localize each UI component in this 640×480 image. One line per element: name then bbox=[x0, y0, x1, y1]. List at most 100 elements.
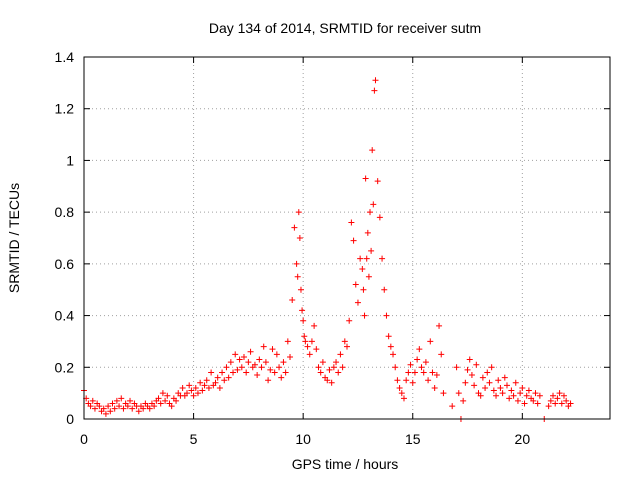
data-point bbox=[394, 377, 401, 384]
x-tick-label: 5 bbox=[190, 431, 198, 447]
data-point bbox=[282, 369, 289, 376]
data-point bbox=[359, 266, 366, 273]
data-point bbox=[127, 397, 134, 404]
data-point bbox=[488, 364, 495, 371]
data-point bbox=[464, 366, 471, 373]
data-point bbox=[96, 403, 103, 410]
data-point bbox=[530, 397, 537, 404]
data-point bbox=[523, 392, 530, 399]
data-point bbox=[109, 400, 116, 407]
data-point bbox=[352, 281, 359, 288]
data-point bbox=[184, 390, 191, 397]
data-point bbox=[227, 359, 234, 366]
data-point bbox=[501, 374, 508, 381]
data-point bbox=[479, 374, 486, 381]
data-point bbox=[510, 392, 517, 399]
data-point bbox=[299, 307, 306, 314]
data-point bbox=[360, 286, 367, 293]
data-point bbox=[517, 390, 524, 397]
x-tick-label: 0 bbox=[80, 431, 88, 447]
data-point bbox=[482, 384, 489, 391]
data-point bbox=[296, 235, 303, 241]
data-point bbox=[315, 364, 322, 371]
data-point bbox=[269, 346, 276, 353]
data-point bbox=[486, 379, 493, 386]
data-point bbox=[414, 356, 421, 363]
data-point bbox=[232, 351, 239, 358]
data-point bbox=[433, 372, 440, 379]
data-point bbox=[302, 338, 309, 345]
data-point bbox=[300, 317, 307, 324]
data-point bbox=[364, 229, 371, 236]
data-point bbox=[273, 351, 280, 358]
data-point bbox=[508, 387, 515, 394]
data-point bbox=[512, 379, 519, 386]
data-point bbox=[425, 377, 432, 384]
data-point bbox=[164, 392, 171, 399]
data-point bbox=[157, 400, 164, 407]
data-point bbox=[370, 201, 377, 208]
data-point bbox=[521, 400, 528, 407]
data-point bbox=[234, 366, 241, 373]
data-point bbox=[324, 377, 331, 384]
data-point bbox=[339, 364, 346, 371]
data-point bbox=[230, 369, 237, 376]
data-point bbox=[460, 397, 467, 404]
data-point bbox=[107, 408, 114, 415]
data-point bbox=[493, 392, 500, 399]
data-point bbox=[519, 384, 526, 391]
data-point bbox=[116, 403, 123, 410]
data-point bbox=[212, 379, 219, 386]
y-tick-label: 1.4 bbox=[55, 49, 75, 65]
data-point bbox=[371, 87, 378, 94]
data-point bbox=[319, 359, 326, 366]
data-point bbox=[409, 379, 416, 386]
data-point bbox=[337, 351, 344, 358]
data-point bbox=[280, 359, 287, 366]
data-point bbox=[91, 405, 98, 412]
data-point bbox=[495, 377, 502, 384]
data-point bbox=[105, 403, 112, 410]
data-point bbox=[168, 403, 175, 410]
data-point bbox=[173, 397, 180, 404]
data-point bbox=[208, 369, 215, 376]
data-point bbox=[400, 395, 407, 402]
x-tick-label: 10 bbox=[295, 431, 311, 447]
data-point bbox=[129, 405, 136, 412]
data-point bbox=[89, 397, 96, 404]
data-point bbox=[294, 273, 301, 280]
data-point bbox=[341, 338, 348, 345]
y-tick-label: 1.2 bbox=[55, 101, 75, 117]
data-point bbox=[245, 359, 252, 366]
data-point bbox=[503, 382, 510, 389]
data-point bbox=[225, 374, 232, 381]
data-point bbox=[361, 312, 368, 319]
data-point bbox=[256, 356, 263, 363]
data-point bbox=[398, 390, 405, 397]
data-point bbox=[223, 364, 230, 371]
data-point bbox=[449, 403, 456, 410]
data-point bbox=[532, 390, 539, 397]
data-point bbox=[385, 333, 392, 340]
data-point bbox=[291, 224, 298, 231]
data-point bbox=[326, 366, 333, 373]
data-point bbox=[468, 372, 475, 379]
data-point bbox=[363, 255, 370, 262]
data-point bbox=[563, 397, 570, 404]
data-point bbox=[287, 353, 294, 360]
plot-frame bbox=[83, 56, 611, 420]
data-point bbox=[313, 346, 320, 353]
data-point bbox=[367, 209, 374, 216]
data-point bbox=[124, 403, 131, 410]
data-point bbox=[135, 408, 142, 415]
data-point bbox=[455, 390, 462, 397]
data-point bbox=[514, 397, 521, 404]
data-point bbox=[416, 346, 423, 353]
data-point bbox=[374, 178, 381, 185]
data-point bbox=[197, 379, 204, 386]
data-point bbox=[499, 390, 506, 397]
data-point bbox=[405, 369, 412, 376]
data-point bbox=[251, 361, 258, 368]
data-point bbox=[243, 369, 250, 376]
